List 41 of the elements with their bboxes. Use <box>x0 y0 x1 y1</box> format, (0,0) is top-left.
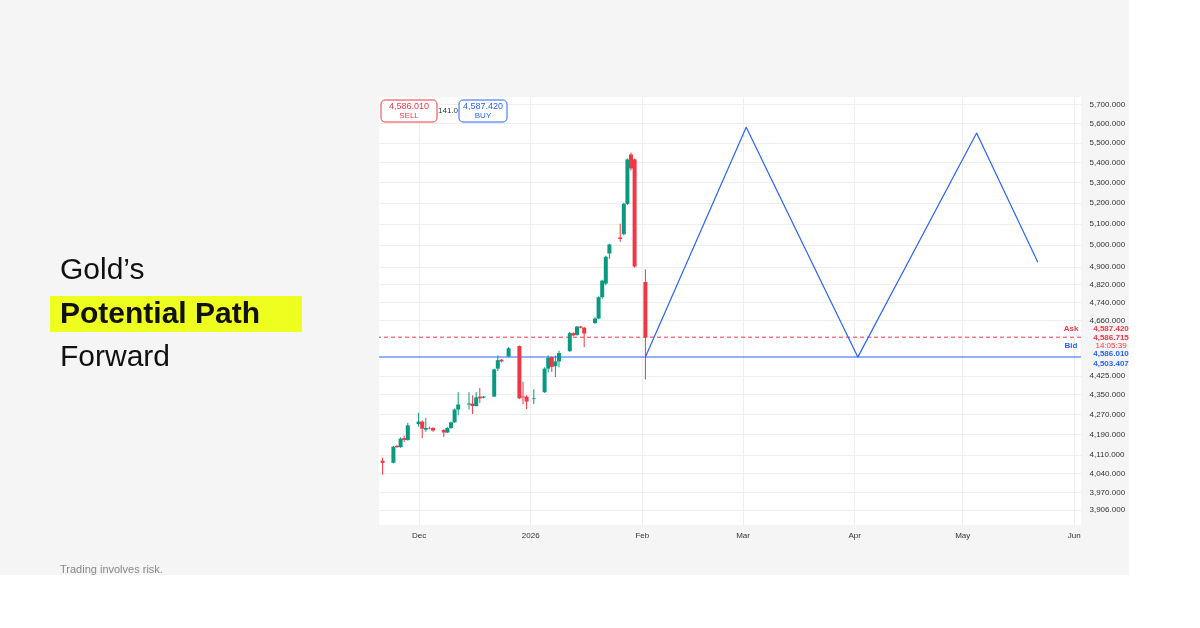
text: 4,586.715 <box>1093 333 1130 343</box>
ref-line-label: 4,587.420 <box>1093 324 1130 334</box>
y-tick-label: 3,906.000 <box>1089 505 1126 515</box>
y-tick-label: 3,970.000 <box>1089 487 1126 497</box>
annotation: BUY <box>474 111 492 120</box>
y-tick-label: 4,660.000 <box>1089 315 1126 325</box>
x-tick-label: Dec <box>411 530 427 540</box>
y-tick-label: 5,100.000 <box>1089 219 1126 229</box>
y-tick-label: 4,820.000 <box>1089 279 1126 289</box>
x-tick-label: May <box>955 530 971 540</box>
annotation: 4,586.010 <box>388 101 430 111</box>
y-tick-label: 5,700.000 <box>1089 99 1126 109</box>
ref-line-label: 4,503.407 <box>1093 359 1130 369</box>
y-tick-label: 4,350.000 <box>1089 389 1126 399</box>
y-tick-label: 4,040.000 <box>1089 468 1126 478</box>
annotation: 141.0 <box>437 106 459 115</box>
y-tick-label: 4,425.000 <box>1089 371 1126 381</box>
y-tick-label: 5,300.000 <box>1089 177 1126 187</box>
x-tick-label: Jun <box>1067 530 1081 540</box>
text: Trading involves risk. <box>60 563 163 575</box>
text: 4,586.010 <box>1093 349 1130 359</box>
y-tick-label: 4,110.000 <box>1089 450 1126 460</box>
y-tick-label: 4,190.000 <box>1089 429 1126 439</box>
x-tick-label: Feb <box>635 530 650 540</box>
y-tick-label: 5,600.000 <box>1089 118 1126 128</box>
annotation: Ask <box>1063 324 1079 334</box>
y-tick-label: 4,270.000 <box>1089 409 1126 419</box>
y-tick-label: 4,740.000 <box>1089 297 1126 307</box>
annotation: SELL <box>399 111 420 120</box>
y-tick-label: 5,400.000 <box>1089 157 1126 167</box>
annotation: Bid <box>1064 341 1078 351</box>
y-tick-label: 5,200.000 <box>1089 198 1126 208</box>
x-tick-label: Apr <box>848 530 862 540</box>
y-tick-label: 5,000.000 <box>1089 240 1126 250</box>
text: 14:05:39 <box>1095 341 1128 351</box>
x-tick-label: Mar <box>736 530 751 540</box>
y-tick-label: 4,900.000 <box>1089 262 1126 272</box>
y-tick-label: 5,500.000 <box>1089 138 1126 148</box>
text: Gold’s Potential Path Forward <box>60 252 261 372</box>
annotation: 4,587.420 <box>462 101 504 111</box>
x-tick-label: 2026 <box>521 530 541 540</box>
